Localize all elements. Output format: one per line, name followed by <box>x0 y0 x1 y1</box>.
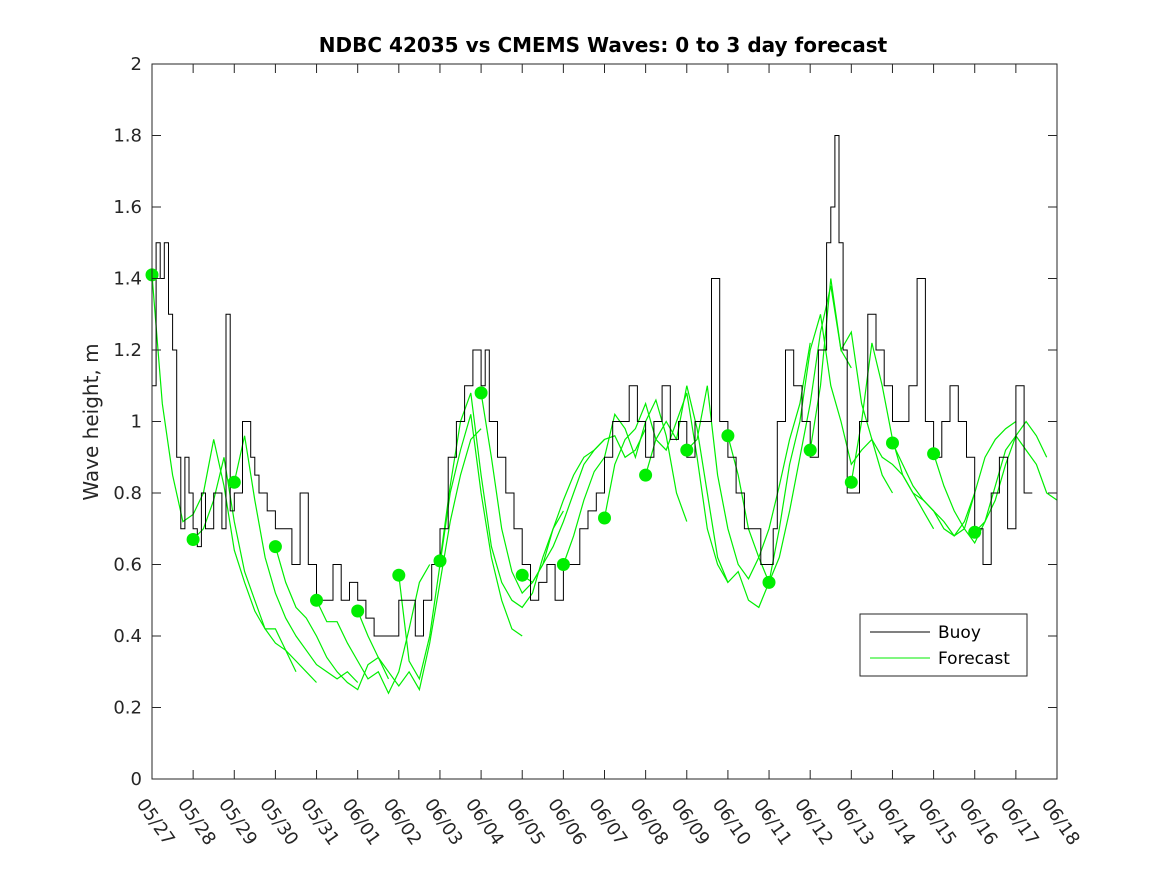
y-tick-label: 1.8 <box>113 126 142 147</box>
y-tick-label: 1.2 <box>113 340 142 361</box>
legend-buoy-label: Buoy <box>938 623 981 643</box>
forecast-start-marker-11 <box>598 511 611 525</box>
forecast-start-marker-20 <box>968 525 982 539</box>
forecast-start-marker-9 <box>515 568 529 582</box>
forecast-line-20 <box>974 420 1048 533</box>
forecast-start-marker-18 <box>886 436 899 450</box>
forecast-start-marker-1 <box>186 533 200 546</box>
y-tick-label: 0.2 <box>113 698 142 719</box>
y-tick-label: 0.6 <box>113 555 142 576</box>
forecast-start-marker-10 <box>556 558 570 571</box>
legend-box <box>859 613 1028 677</box>
y-tick-label: 2 <box>131 54 142 75</box>
forecast-start-marker-17 <box>844 475 858 489</box>
y-tick-label: 0.8 <box>113 483 142 504</box>
y-axis-label: Wave height, m <box>79 343 103 500</box>
y-tick-label: 1.6 <box>113 197 142 218</box>
buoy-line <box>152 135 1033 637</box>
forecast-start-marker-16 <box>803 443 817 457</box>
forecast-line-9 <box>521 428 647 584</box>
forecast-start-marker-5 <box>351 604 365 618</box>
forecast-line-13 <box>686 342 811 580</box>
forecast-line-12 <box>645 385 770 609</box>
forecast-line-3 <box>274 546 390 691</box>
forecast-line-18 <box>891 421 1017 537</box>
y-tick-label: 0.4 <box>113 626 142 647</box>
forecast-start-marker-19 <box>927 447 941 461</box>
forecast-line-19 <box>933 434 1058 545</box>
forecast-start-marker-8 <box>474 386 488 400</box>
forecast-line-0 <box>151 274 297 673</box>
forecast-start-marker-4 <box>310 593 323 607</box>
forecast-line-4 <box>315 564 431 695</box>
forecast-line-6 <box>398 414 523 681</box>
forecast-start-marker-3 <box>268 540 282 554</box>
forecast-line-2 <box>233 435 359 683</box>
y-tick-label: 1 <box>131 412 142 433</box>
plot-area <box>145 135 1058 695</box>
forecast-start-marker-2 <box>227 475 241 489</box>
forecast-start-marker-6 <box>392 568 406 582</box>
forecast-line-11 <box>603 392 729 583</box>
forecast-start-marker-7 <box>433 554 447 568</box>
chart-title: NDBC 42035 vs CMEMS Waves: 0 to 3 day fo… <box>319 33 888 57</box>
forecast-start-marker-13 <box>680 443 694 457</box>
forecast-start-marker-14 <box>721 429 735 443</box>
legend: Buoy Forecast <box>859 613 1028 677</box>
y-tick-label: 1.4 <box>113 269 142 290</box>
forecast-line-10 <box>562 398 688 565</box>
y-tick-label: 0 <box>131 769 142 790</box>
forecast-line-5 <box>357 428 482 692</box>
forecast-start-marker-12 <box>639 468 653 482</box>
legend-forecast-label: Forecast <box>938 649 1010 669</box>
forecast-start-marker-15 <box>762 575 776 589</box>
